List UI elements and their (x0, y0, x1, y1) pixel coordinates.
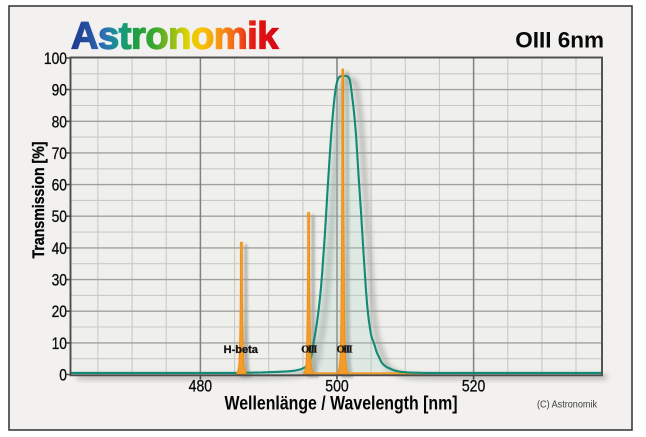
svg-text:OIII: OIII (337, 345, 353, 356)
svg-text:Wellenlänge / Wavelength [nm]: Wellenlänge / Wavelength [nm] (225, 393, 458, 415)
svg-text:80: 80 (52, 112, 67, 131)
svg-text:500: 500 (325, 377, 349, 396)
svg-text:Astronomik: Astronomik (71, 16, 279, 58)
svg-text:H-beta: H-beta (224, 344, 259, 356)
svg-text:0: 0 (59, 366, 67, 385)
svg-text:60: 60 (52, 176, 67, 195)
svg-text:OIII 6nm: OIII 6nm (515, 28, 604, 53)
svg-text:10: 10 (52, 334, 67, 353)
svg-text:(C) Astronomik: (C) Astronomik (537, 399, 598, 411)
svg-text:520: 520 (462, 377, 486, 396)
svg-text:90: 90 (52, 81, 67, 100)
svg-text:20: 20 (52, 302, 67, 321)
svg-text:30: 30 (52, 271, 67, 290)
svg-text:70: 70 (52, 144, 67, 163)
svg-text:50: 50 (52, 207, 67, 226)
svg-text:OIII: OIII (301, 345, 317, 356)
svg-text:100: 100 (44, 49, 67, 68)
svg-text:40: 40 (52, 239, 67, 258)
svg-text:480: 480 (189, 377, 213, 396)
svg-text:Transmission [%]: Transmission [%] (30, 142, 48, 259)
